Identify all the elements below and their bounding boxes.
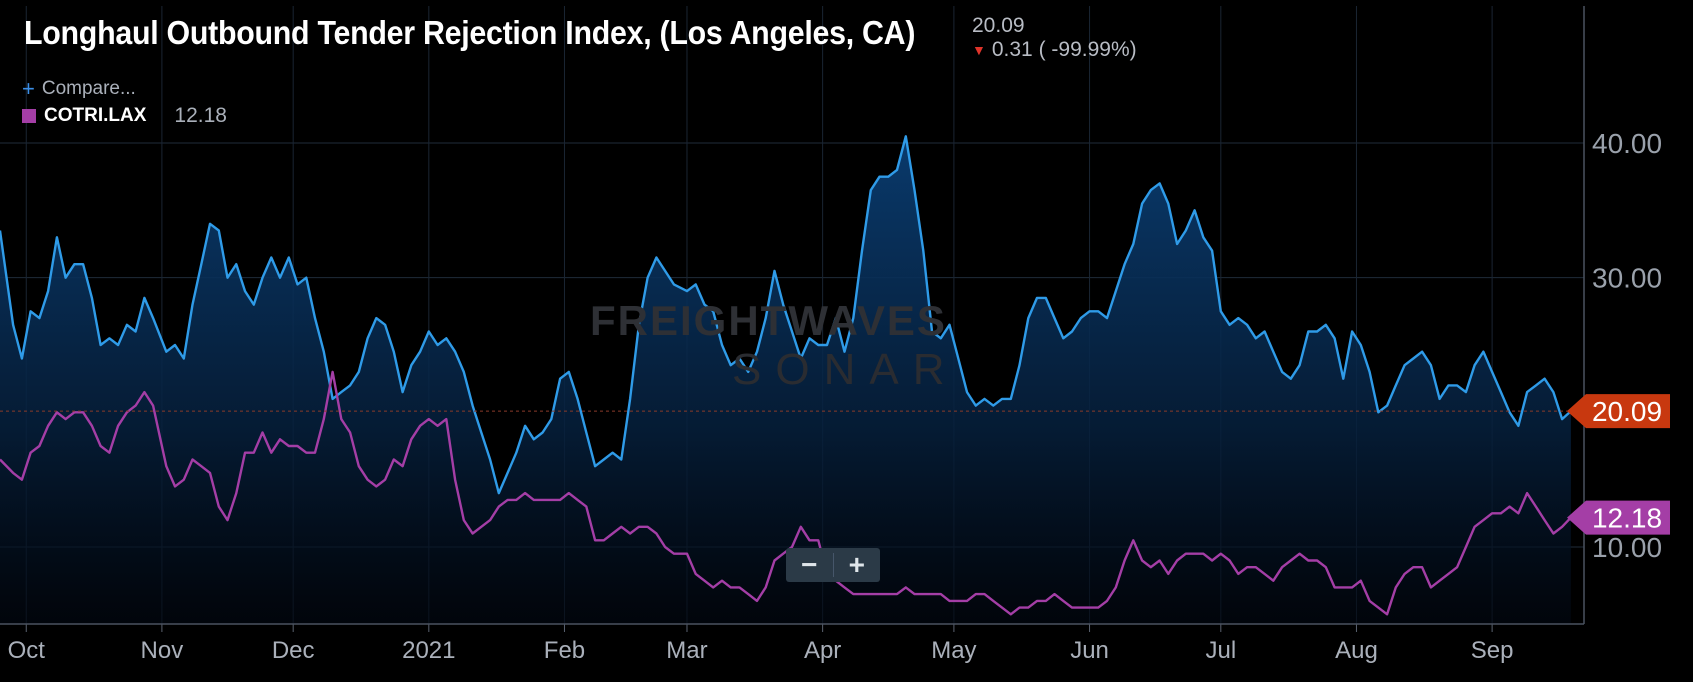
- x-tick-label: Jul: [1205, 637, 1236, 664]
- badge-label: 20.09: [1592, 396, 1662, 427]
- legend-series[interactable]: COTRI.LAX 12.18: [22, 104, 227, 128]
- change-value: 0.31 ( -99.99%): [991, 38, 1137, 61]
- last-value-block: 20.09 ▼ 0.31 ( -99.99%): [972, 14, 1137, 62]
- zoom-control: − +: [786, 548, 880, 582]
- series-value: 12.18: [174, 104, 227, 127]
- badge-shape: [1567, 500, 1670, 535]
- x-tick-label: Aug: [1335, 637, 1378, 664]
- zoom-out-button[interactable]: −: [801, 549, 818, 580]
- watermark-logo: FREIGHTWAVES: [590, 297, 947, 344]
- down-arrow-icon: ▼: [972, 42, 986, 58]
- x-tick-label: Jun: [1070, 637, 1109, 664]
- badge-layer: 20.09 12.18: [1567, 394, 1670, 535]
- zoom-in-button[interactable]: +: [848, 549, 865, 580]
- axis-layer: 10.00 30.00 40.00 Oct Nov Dec 2021 Feb Mar Apr May…: [0, 6, 1662, 664]
- chart-title: Longhaul Outbound Tender Rejection Index…: [24, 14, 916, 51]
- secondary-value-badge: 12.18: [1567, 500, 1670, 535]
- x-tick-label: Feb: [544, 637, 585, 664]
- compare-label: Compare...: [41, 78, 136, 99]
- y-tick-label: 10.00: [1592, 532, 1662, 563]
- zoom-divider: [832, 553, 834, 577]
- x-tick-label: Oct: [8, 637, 46, 664]
- primary-series-line: [0, 135, 1572, 495]
- x-tick-label: Dec: [272, 637, 315, 664]
- secondary-series-line: [0, 370, 1572, 616]
- x-tick-label: Sep: [1471, 637, 1514, 664]
- compare-button[interactable]: + Compare...: [22, 78, 136, 100]
- series-swatch: [22, 109, 36, 123]
- last-value: 20.09: [972, 14, 1025, 37]
- x-tick-label: 2021: [402, 637, 455, 664]
- primary-series-area: [0, 136, 1571, 625]
- x-tick-label: May: [931, 637, 976, 664]
- change-row: ▼ 0.31 ( -99.99%): [972, 38, 1137, 62]
- primary-value-badge: 20.09: [1567, 394, 1670, 429]
- y-tick-label: 30.00: [1592, 263, 1662, 294]
- badge-shape: [1567, 394, 1670, 429]
- y-tick-label: 40.00: [1592, 128, 1662, 159]
- badge-label: 12.18: [1592, 503, 1662, 534]
- x-tick-label: Nov: [141, 637, 184, 664]
- plus-icon: +: [22, 76, 35, 101]
- watermark-sub: SONAR: [732, 345, 959, 394]
- x-tick-label: Apr: [804, 637, 841, 664]
- line-layer: [0, 135, 1584, 616]
- x-tick-label: Mar: [666, 637, 707, 664]
- area-layer: [0, 136, 1571, 625]
- series-symbol: COTRI.LAX: [44, 105, 147, 126]
